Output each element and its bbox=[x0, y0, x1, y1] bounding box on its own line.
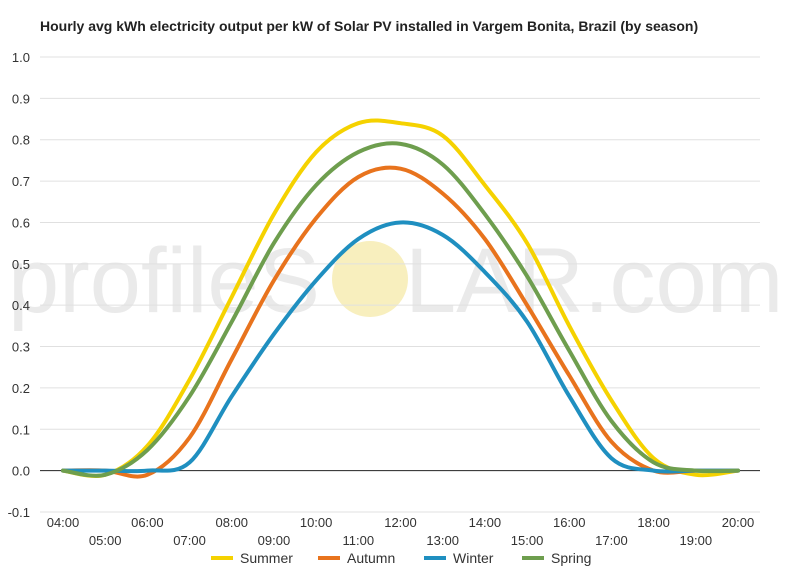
x-tick-label: 19:00 bbox=[680, 533, 713, 548]
y-tick-label: 0.4 bbox=[12, 298, 30, 313]
x-tick-label: 13:00 bbox=[426, 533, 459, 548]
series-line-winter bbox=[61, 220, 740, 474]
watermark-sun bbox=[332, 241, 408, 317]
x-tick-label: 05:00 bbox=[89, 533, 122, 548]
x-tick-label: 20:00 bbox=[722, 515, 755, 530]
y-tick-label: 0.3 bbox=[12, 340, 30, 355]
x-tick-label: 04:00 bbox=[47, 515, 80, 530]
legend-swatch-autumn bbox=[318, 556, 340, 560]
y-tick-label: 0.7 bbox=[12, 174, 30, 189]
x-tick-label: 18:00 bbox=[637, 515, 670, 530]
watermark-text-part2: LAR.com bbox=[405, 230, 783, 332]
x-tick-label: 07:00 bbox=[173, 533, 206, 548]
series-line-spring bbox=[61, 141, 740, 478]
legend-label-autumn: Autumn bbox=[347, 550, 395, 566]
x-axis: 04:00 05:00 06:00 07:00 08:00 09:00 10:00 11:00… bbox=[47, 515, 755, 548]
x-tick-label: 06:00 bbox=[131, 515, 164, 530]
x-tick-label: 17:00 bbox=[595, 533, 628, 548]
y-tick-label: 0.2 bbox=[12, 381, 30, 396]
x-tick-label: 16:00 bbox=[553, 515, 586, 530]
legend-swatch-summer bbox=[211, 556, 233, 560]
y-tick-label: 0.1 bbox=[12, 422, 30, 437]
legend-label-winter: Winter bbox=[453, 550, 494, 566]
legend-swatch-spring bbox=[522, 556, 544, 560]
watermark-text-part1: profileS bbox=[8, 230, 320, 332]
legend-swatch-winter bbox=[424, 556, 446, 560]
x-tick-label: 15:00 bbox=[511, 533, 544, 548]
series-lines bbox=[61, 118, 740, 479]
legend-label-summer: Summer bbox=[240, 550, 293, 566]
y-tick-label: 0.8 bbox=[12, 133, 30, 148]
y-tick-label: 0.5 bbox=[12, 257, 30, 272]
y-tick-label: 0.9 bbox=[12, 91, 30, 106]
series-line-autumn bbox=[61, 165, 740, 479]
watermark: profileS LAR.com bbox=[8, 230, 783, 332]
y-axis: -0.1 0.0 0.1 0.2 0.3 0.4 0.5 0.6 0.7 0.8 0.9 1.0 bbox=[8, 50, 30, 520]
x-tick-label: 10:00 bbox=[300, 515, 333, 530]
y-tick-label: -0.1 bbox=[8, 505, 30, 520]
x-tick-label: 14:00 bbox=[469, 515, 502, 530]
series-line-summer bbox=[61, 118, 740, 478]
x-tick-label: 08:00 bbox=[215, 515, 248, 530]
x-tick-label: 09:00 bbox=[258, 533, 291, 548]
legend: Summer Autumn Winter Spring bbox=[211, 550, 591, 566]
chart-title: Hourly avg kWh electricity output per kW… bbox=[40, 18, 699, 34]
y-tick-label: 0.6 bbox=[12, 215, 30, 230]
x-tick-label: 12:00 bbox=[384, 515, 417, 530]
y-tick-label: 0.0 bbox=[12, 464, 30, 479]
x-tick-label: 11:00 bbox=[343, 533, 375, 548]
legend-label-spring: Spring bbox=[551, 550, 591, 566]
y-tick-label: 1.0 bbox=[12, 50, 30, 65]
